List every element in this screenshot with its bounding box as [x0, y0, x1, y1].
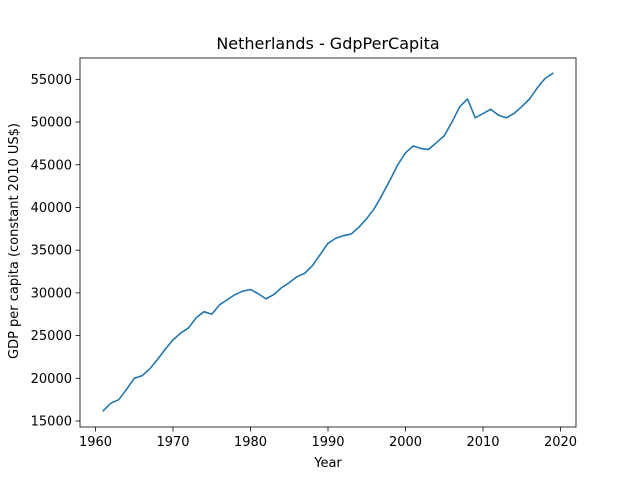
- y-tick-label: 25000: [31, 329, 72, 344]
- series-line: [102, 72, 554, 412]
- y-tick-label: 40000: [31, 201, 72, 216]
- y-tick-label: 30000: [31, 286, 72, 301]
- y-tick-label: 15000: [31, 415, 72, 430]
- x-axis: 1960 1970 1980 1990 2000 2010 2020: [79, 427, 577, 450]
- chart-title: Netherlands - GdpPerCapita: [216, 34, 439, 53]
- y-axis-label: GDP per capita (constant 2010 US$): [7, 123, 22, 359]
- y-tick-label: 45000: [31, 158, 72, 173]
- x-axis-label: Year: [313, 456, 342, 471]
- x-tick-label: 1980: [234, 435, 267, 450]
- y-tick-label: 20000: [31, 372, 72, 387]
- y-axis: 15000 20000 25000 30000 35000 40000 45000 50000…: [31, 73, 80, 430]
- y-tick-label: 35000: [31, 244, 72, 259]
- y-tick-label: 55000: [31, 73, 72, 88]
- x-tick-label: 2020: [544, 435, 577, 450]
- x-tick-label: 1970: [156, 435, 189, 450]
- y-tick-label: 50000: [31, 116, 72, 131]
- x-tick-label: 2000: [389, 435, 422, 450]
- x-tick-label: 2010: [466, 435, 499, 450]
- x-tick-label: 1960: [79, 435, 112, 450]
- x-tick-label: 1990: [311, 435, 344, 450]
